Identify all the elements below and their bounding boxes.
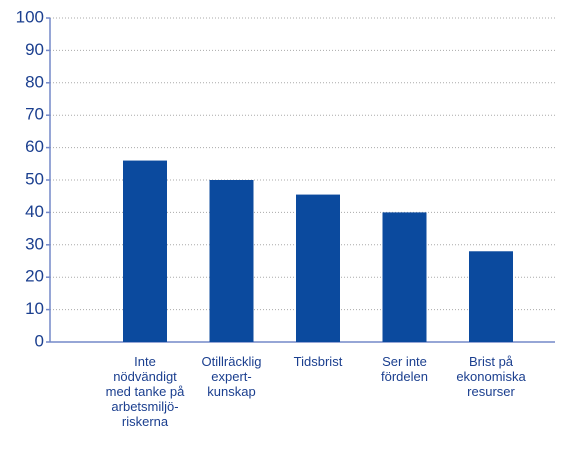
y-tick-label: 20 — [25, 267, 44, 286]
x-tick-label-box: Otillräcklig expert- kunskap — [201, 354, 262, 399]
y-tick-label: 70 — [25, 105, 44, 124]
y-tick-label: 100 — [16, 7, 44, 26]
bar — [209, 180, 254, 342]
y-tick-label: 50 — [25, 169, 44, 188]
x-tick-label-box: Inte nödvändigt med tanke på arbetsmiljö… — [105, 354, 185, 429]
y-tick-label: 10 — [25, 299, 44, 318]
x-tick-label: Tidsbrist — [293, 354, 343, 369]
y-tick-label: 30 — [25, 234, 44, 253]
y-tick-label: 0 — [35, 331, 44, 350]
x-tick-label: Ser inte fördelen — [381, 354, 428, 384]
bar — [296, 194, 340, 342]
x-tick-label: Brist på ekonomiska resurser — [456, 354, 526, 399]
x-tick-label: Otillräcklig expert- kunskap — [201, 354, 262, 399]
x-tick-label-box: Ser inte fördelen — [381, 354, 428, 384]
x-tick-label-box: Brist på ekonomiska resurser — [456, 354, 526, 399]
x-tick-label: Inte nödvändigt med tanke på arbetsmiljö… — [105, 354, 185, 429]
y-tick-label: 40 — [25, 202, 44, 221]
y-tick-label: 90 — [25, 40, 44, 59]
bar — [469, 251, 513, 342]
y-tick-label: 60 — [25, 137, 44, 156]
bar — [123, 160, 167, 342]
bar — [382, 212, 427, 342]
y-tick-label: 80 — [25, 72, 44, 91]
x-tick-label-box: Tidsbrist — [293, 354, 343, 369]
